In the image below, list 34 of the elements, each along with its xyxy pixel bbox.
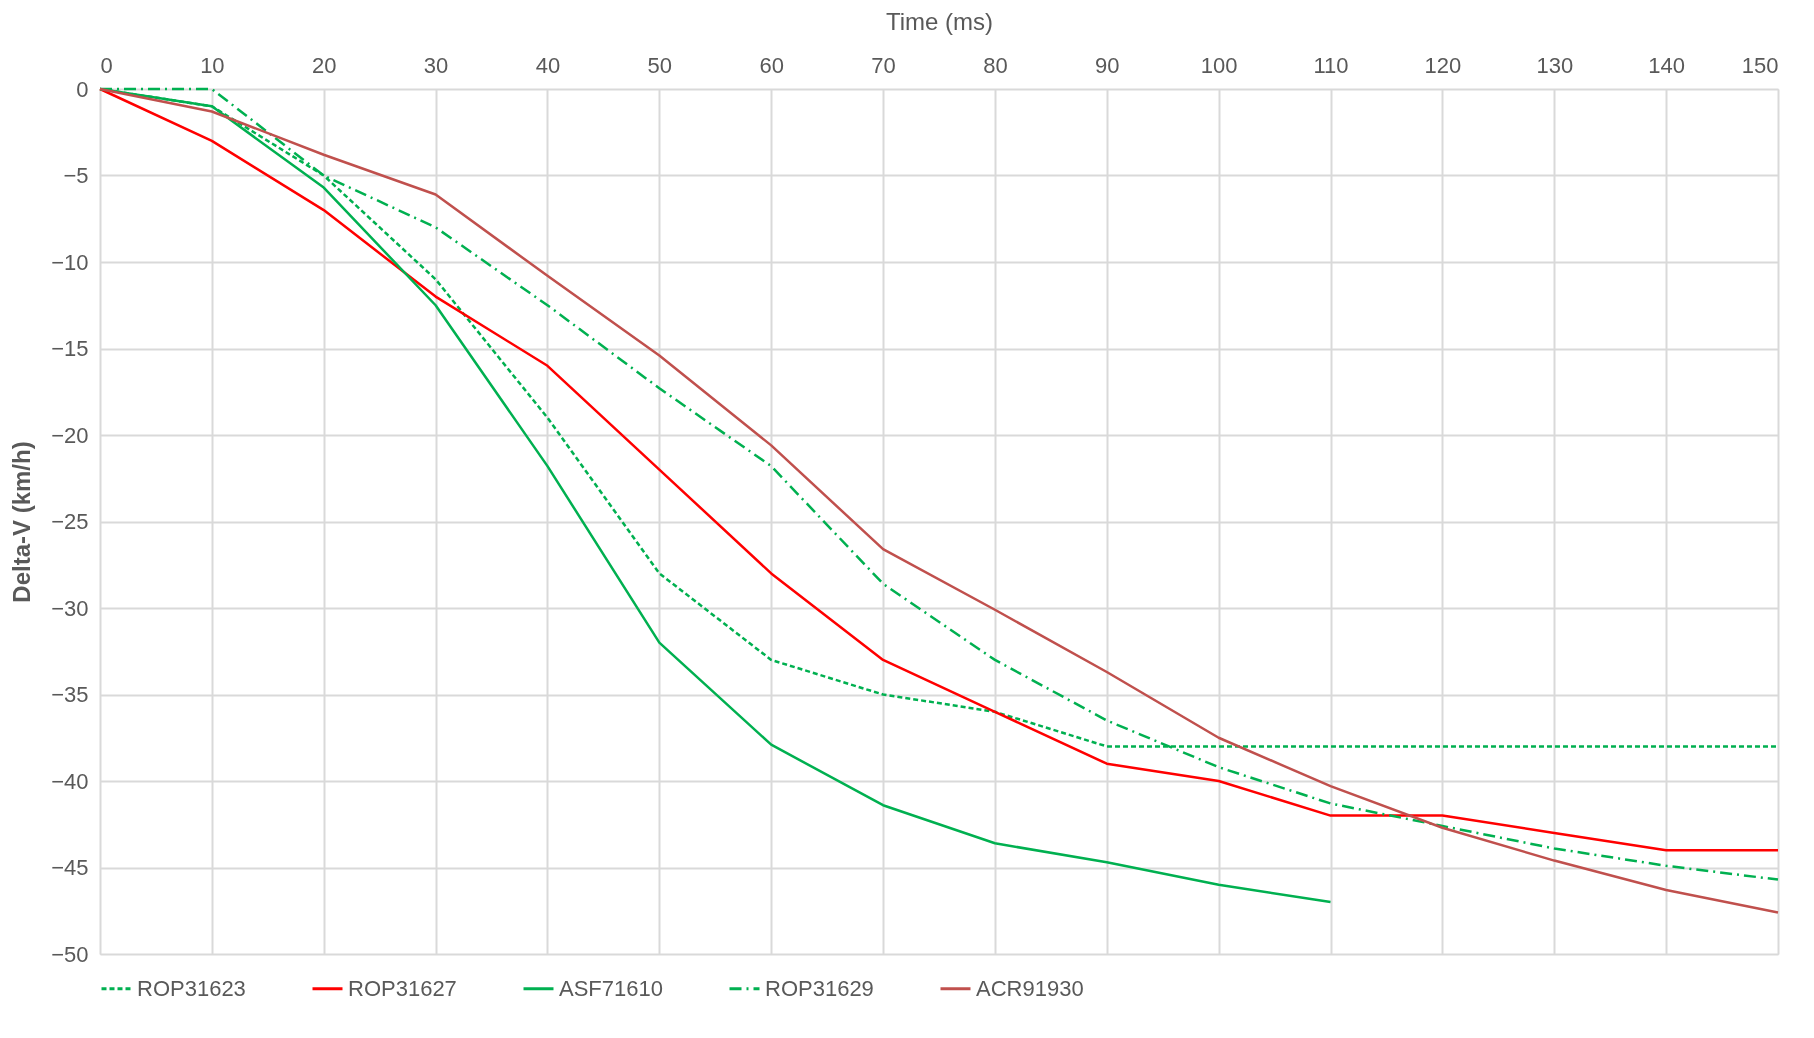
x-tick-label: 60 xyxy=(759,52,784,78)
x-tick-label: 80 xyxy=(983,52,1008,78)
x-axis-title: Time (ms) xyxy=(885,7,994,35)
y-axis-title: Delta-V (km/h) xyxy=(8,441,36,603)
x-tick-label: 100 xyxy=(1200,52,1238,78)
x-tick-label: 10 xyxy=(200,52,225,78)
x-tick-label: 30 xyxy=(423,52,449,78)
legend-label: ACR91930 xyxy=(976,975,1084,1001)
x-tick-label: 70 xyxy=(871,52,896,78)
legend-label: ROP31629 xyxy=(765,975,874,1001)
x-tick-label: 120 xyxy=(1424,52,1462,78)
y-tick-label: −30 xyxy=(51,595,89,621)
y-tick-label: 0 xyxy=(76,76,89,102)
y-tick-label: −15 xyxy=(51,336,89,361)
y-tick-label: −50 xyxy=(51,941,89,967)
x-tick-label: 20 xyxy=(311,52,337,78)
legend-label: ROP31623 xyxy=(137,975,246,1001)
y-tick-label: −10 xyxy=(51,249,89,275)
x-tick-label: 90 xyxy=(1095,52,1120,78)
x-tick-label: 40 xyxy=(535,52,561,78)
y-tick-label: −35 xyxy=(51,682,89,707)
x-tick-label: 0 xyxy=(100,52,113,78)
x-tick-label: 130 xyxy=(1536,52,1574,78)
y-tick-label: −45 xyxy=(51,855,89,880)
x-tick-label: 110 xyxy=(1313,52,1349,78)
x-tick-label: 50 xyxy=(647,52,673,78)
legend-label: ROP31627 xyxy=(348,975,457,1001)
y-tick-label: −40 xyxy=(51,768,89,794)
x-tick-label: 140 xyxy=(1648,52,1685,78)
legend-label: ASF71610 xyxy=(559,975,663,1001)
y-tick-label: −20 xyxy=(51,422,89,448)
y-tick-label: −5 xyxy=(63,163,89,188)
x-tick-label: 150 xyxy=(1741,52,1779,78)
y-tick-label: −25 xyxy=(51,509,89,534)
